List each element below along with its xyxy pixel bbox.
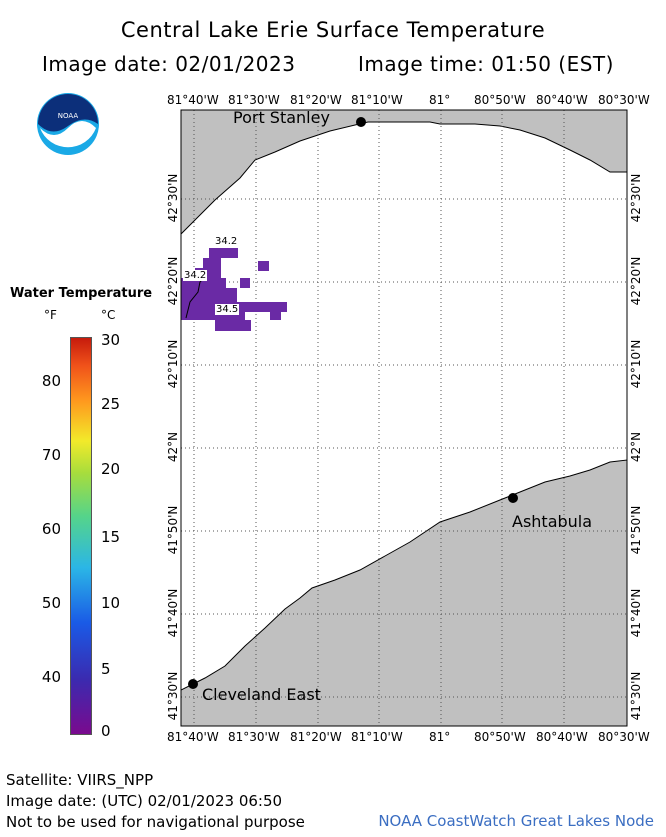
bottom-lon-tick: 80°40'W — [536, 730, 588, 744]
map-title: Central Lake Erie Surface Temperature — [120, 18, 546, 42]
right-lat-tick: 41°50'N — [629, 505, 643, 555]
bottom-lon-tick: 80°50'W — [474, 730, 526, 744]
left-lat-tick: 41°30'N — [166, 671, 180, 721]
legend-f-tick: 70 — [41, 446, 61, 464]
left-lat-tick: 41°40'N — [166, 588, 180, 638]
top-lon-tick: 81°30'W — [228, 93, 280, 107]
left-lat-tick: 42°20'N — [166, 256, 180, 306]
top-lon-tick: 81°40'W — [167, 93, 219, 107]
top-lon-tick: 81° — [429, 93, 451, 107]
legend-f-tick: 60 — [41, 520, 61, 538]
left-lat-tick: 41°50'N — [166, 505, 180, 555]
top-lon-tick: 81°20'W — [290, 93, 342, 107]
bottom-lon-tick: 81° — [429, 730, 451, 744]
image-date-label: Image date: 02/01/2023 — [42, 52, 296, 76]
legend-c-tick: 15 — [101, 528, 121, 546]
top-lon-tick: 80°30'W — [598, 93, 650, 107]
right-lat-tick: 42°30'N — [629, 173, 643, 223]
place-ashtabula: Ashtabula — [512, 512, 593, 531]
top-lon-tick: 80°50'W — [474, 93, 526, 107]
legend-c-tick: 0 — [101, 722, 111, 740]
image-time-label: Image time: 01:50 (EST) — [358, 52, 614, 76]
legend-f-tick: 80 — [41, 372, 61, 390]
south-shore-land — [180, 459, 628, 727]
port-stanley-marker — [356, 117, 366, 127]
place-cleveland-east: Cleveland East — [202, 685, 321, 704]
bottom-lon-tick: 81°20'W — [290, 730, 342, 744]
temp-label: 34.2 — [215, 236, 238, 247]
right-lat-tick: 41°30'N — [629, 671, 643, 721]
legend-c-tick: 5 — [101, 660, 111, 678]
map-frame — [180, 109, 628, 727]
cleveland-east-marker — [188, 679, 198, 689]
place-port-stanley: Port Stanley — [233, 108, 330, 127]
noaa-logo: NOAA — [37, 93, 99, 155]
legend-title: Water Temperature — [10, 286, 153, 301]
utc-date-label: Image date: (UTC) 02/01/2023 06:50 — [6, 792, 283, 810]
legend-c-tick: 25 — [101, 395, 121, 413]
legend-f-tick: 50 — [41, 594, 61, 612]
legend-c-tick: 20 — [101, 460, 121, 478]
right-lat-tick: 42°10'N — [629, 339, 643, 389]
bottom-lon-tick: 81°40'W — [167, 730, 219, 744]
right-lat-tick: 42°20'N — [629, 256, 643, 306]
top-lon-tick: 81°10'W — [351, 93, 403, 107]
legend-celsius-unit: °C — [101, 308, 116, 322]
bottom-lon-tick: 80°30'W — [598, 730, 650, 744]
satellite-label: Satellite: VIIRS_NPP — [6, 771, 154, 789]
legend-f-tick: 40 — [41, 668, 61, 686]
temp-label: 34.2 — [183, 270, 208, 281]
disclaimer-label: Not to be used for navigational purpose — [6, 813, 305, 831]
right-lat-tick: 41°40'N — [629, 588, 643, 638]
temp-label: 34.5 — [215, 304, 240, 315]
lat-lon-grid — [181, 110, 627, 726]
legend-c-tick: 10 — [101, 594, 121, 612]
ashtabula-marker — [508, 493, 518, 503]
left-lat-tick: 42°10'N — [166, 339, 180, 389]
noaa-logo-text: NOAA — [58, 112, 79, 120]
top-lon-tick: 80°40'W — [536, 93, 588, 107]
legend-fahrenheit-unit: °F — [44, 308, 57, 322]
credit-label: NOAA CoastWatch Great Lakes Node — [378, 812, 654, 830]
temperature-colorbar — [70, 337, 92, 735]
right-lat-tick: 42°N — [629, 431, 643, 463]
bottom-lon-tick: 81°10'W — [351, 730, 403, 744]
north-shore-land — [180, 109, 628, 236]
left-lat-tick: 42°N — [166, 431, 180, 463]
legend-c-tick: 30 — [101, 331, 121, 349]
bottom-lon-tick: 81°30'W — [228, 730, 280, 744]
left-lat-tick: 42°30'N — [166, 173, 180, 223]
